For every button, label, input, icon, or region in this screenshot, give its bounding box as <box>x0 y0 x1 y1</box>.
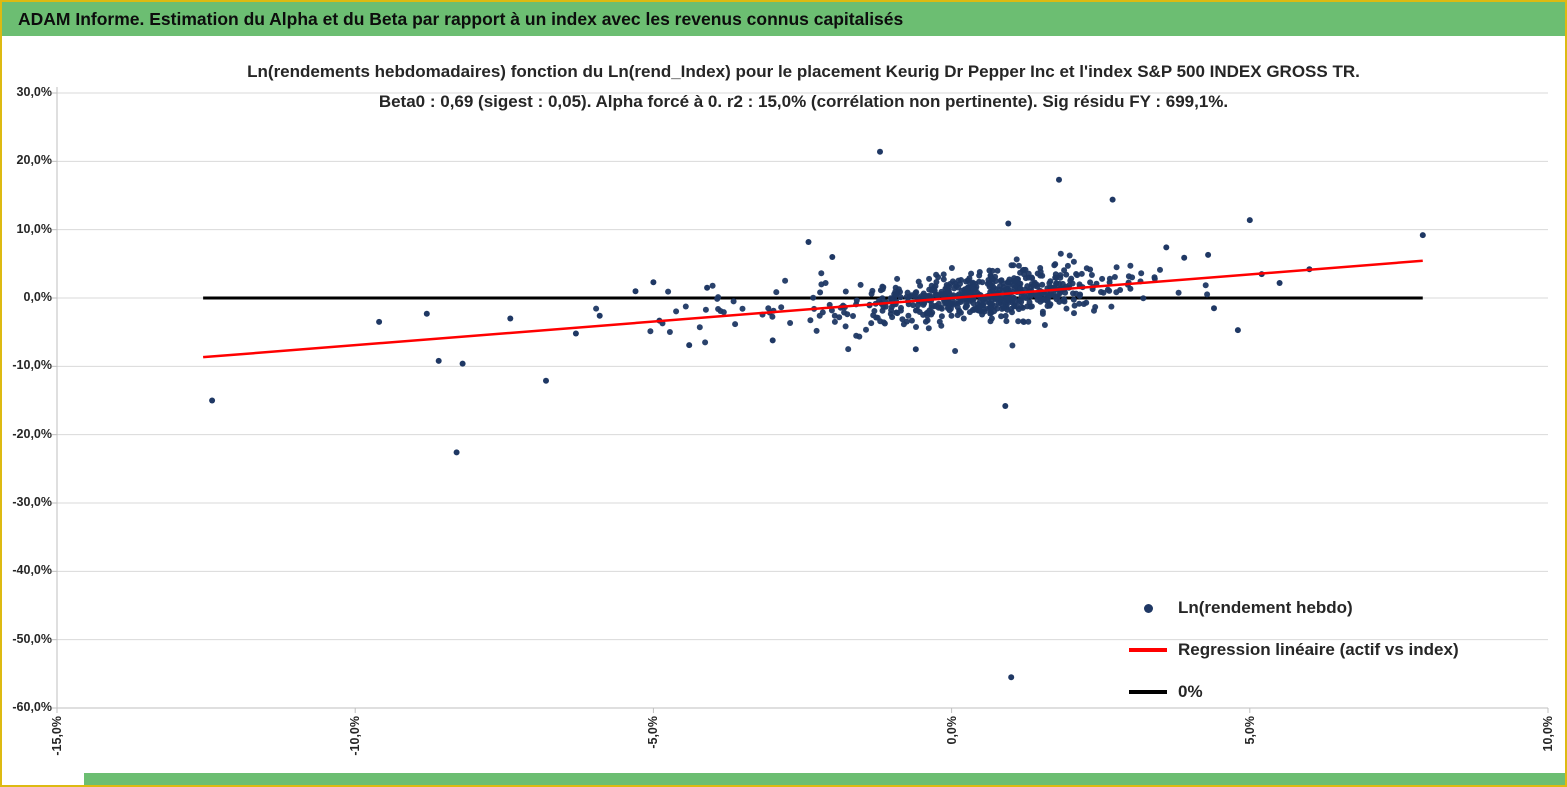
legend-item-label: Ln(rendement hebdo) <box>1178 598 1353 617</box>
legend-item[interactable]: Regression linéaire (actif vs index) <box>1128 629 1459 671</box>
y-axis-tick-label: -40,0% <box>12 563 52 578</box>
x-axis-tick-label: -5,0% <box>646 716 661 749</box>
scatter-plot-canvas <box>52 87 1549 713</box>
y-axis-tick-label: -60,0% <box>12 700 52 714</box>
legend-item[interactable]: Ln(rendement hebdo) <box>1128 587 1459 629</box>
y-axis-tick-label: -10,0% <box>12 358 52 373</box>
scatter-points <box>209 148 1426 681</box>
y-axis-tick-label: 0,0% <box>23 290 53 304</box>
y-axis-tick-label: 20,0% <box>16 153 52 168</box>
x-axis-tick-label: 10,0% <box>1541 716 1555 752</box>
y-axis-tick-label: -50,0% <box>12 631 52 646</box>
legend-item-label: 0% <box>1178 682 1203 701</box>
y-axis-tick-label: 30,0% <box>16 85 52 99</box>
report-header-bar: ADAM Informe. Estimation du Alpha et du … <box>2 2 1565 36</box>
y-axis-tick-label: 10,0% <box>16 221 52 236</box>
regression-line <box>203 259 1423 359</box>
footer-notch <box>2 773 84 785</box>
axes <box>52 87 1549 713</box>
x-axis-tick-label: 5,0% <box>1242 716 1257 745</box>
x-axis-tick-label: -10,0% <box>348 716 363 756</box>
y-axis-tick-label: -30,0% <box>12 495 52 509</box>
legend-item-label: Regression linéaire (actif vs index) <box>1178 640 1459 659</box>
chart-legend[interactable]: Ln(rendement hebdo) Regression linéaire (… <box>1128 587 1459 713</box>
x-axis-tick-label: -15,0% <box>50 716 64 756</box>
y-axis-tick-label: -20,0% <box>12 426 52 441</box>
chart-area[interactable]: Ln(rendements hebdomadaires) fonction du… <box>2 36 1565 773</box>
chart-title: Ln(rendements hebdomadaires) fonction du… <box>247 62 1360 81</box>
chart-subtitle: Beta0 : 0,69 (sigest : 0,05). Alpha forc… <box>378 92 1229 111</box>
legend-item[interactable]: 0% <box>1128 671 1459 713</box>
legend-line-marker-icon <box>1128 648 1168 652</box>
legend-dot-marker-icon <box>1128 603 1168 613</box>
legend-line-marker-icon <box>1128 690 1168 694</box>
report-title: ADAM Informe. Estimation du Alpha et du … <box>18 8 904 29</box>
footer-bar <box>2 773 1565 785</box>
x-axis-tick-label: 0,0% <box>944 716 959 745</box>
